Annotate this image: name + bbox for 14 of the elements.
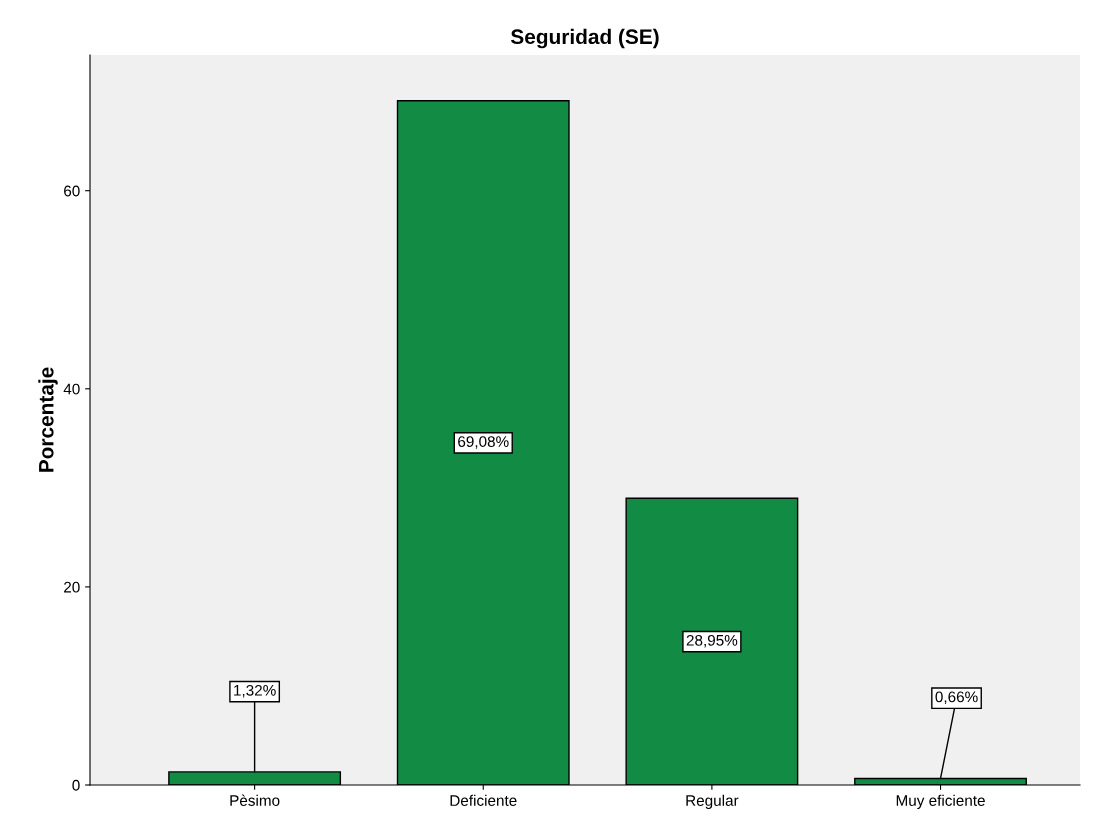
data-label: 28,95%	[686, 634, 738, 648]
data-label: 0,66%	[935, 691, 978, 705]
x-tick-label: Regular	[686, 794, 739, 809]
data-label: 69,08%	[458, 436, 509, 449]
y-tick-label: 0	[72, 779, 80, 791]
y-tick-label: 20	[64, 581, 80, 593]
chart-title: Seguridad (SE)	[510, 28, 659, 49]
data-label: 1,32%	[234, 684, 276, 698]
y-axis-title: Porcentaje	[38, 367, 58, 472]
x-tick-label: Muy eficiente	[896, 794, 985, 809]
y-tick-label: 40	[63, 383, 80, 395]
y-tick-label: 60	[64, 185, 80, 197]
x-tick-label: Deficiente	[450, 794, 517, 806]
x-tick-label: Pèsimo	[230, 794, 280, 806]
